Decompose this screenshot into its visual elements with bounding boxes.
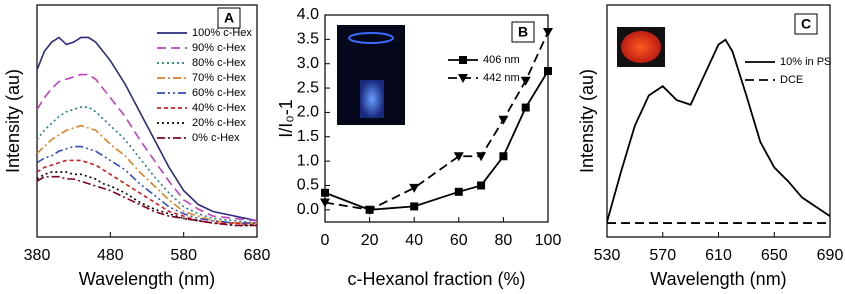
- x-tick-label: 40: [405, 232, 423, 249]
- marker: [454, 152, 464, 161]
- legend: 406 nm 442 nm: [448, 54, 520, 84]
- x-axis-title: Wavelength (nm): [650, 269, 786, 289]
- x-tick-label: 100: [535, 232, 562, 249]
- y-tick-label: 0.0: [297, 201, 319, 218]
- x-tick-label: 570: [649, 247, 676, 264]
- legend: 100% c-Hex 90% c-Hex 80% c-Hex 70% c-Hex 60%…: [157, 27, 252, 144]
- legend-label: 406 nm: [483, 54, 520, 66]
- page: 380 480 580 680 Wavelength (nm) Intensity (au…: [0, 0, 845, 294]
- panel: 380 480 580 680 Wavelength (nm) Intensity (au…: [3, 5, 271, 289]
- legend-label: 442 nm: [483, 72, 520, 84]
- y-tick-label: 1.5: [297, 128, 319, 145]
- marker: [410, 202, 418, 210]
- panel: 0 20 40 60 80 100 0.0 0.5 1.0 1.5 2.0 2.5 3.0 3.5 4.0 c…: [276, 6, 562, 289]
- y-tick-label: 3.5: [297, 31, 319, 48]
- y-tick-label: 2.0: [297, 104, 319, 121]
- legend: 10% in PS DCE: [745, 56, 831, 86]
- marker: [522, 104, 530, 112]
- marker: [321, 189, 329, 197]
- panel: 530 570 610 650 690 Wavelength (nm) Intensity …: [577, 5, 844, 289]
- marker: [477, 181, 485, 189]
- x-tick-label: 690: [817, 247, 844, 264]
- x-tick-label: 60: [450, 232, 468, 249]
- y-tick-label: 2.5: [297, 79, 319, 96]
- figure: 380 480 580 680 Wavelength (nm) Intensity (au…: [0, 0, 845, 294]
- marker: [499, 152, 507, 160]
- x-axis-title: c-Hexanol fraction (%): [347, 269, 525, 289]
- legend-label: 10% in PS: [780, 56, 831, 68]
- y-tick-label: 1.0: [297, 152, 319, 169]
- series-line: [37, 160, 257, 225]
- x-tick-label: 380: [24, 247, 51, 264]
- inset-photo-vial: [337, 25, 405, 125]
- marker: [455, 188, 463, 196]
- marker: [543, 28, 553, 37]
- marker: [498, 116, 508, 125]
- panel-label: C: [801, 16, 811, 32]
- legend-label: 100% c-Hex: [192, 27, 252, 39]
- legend-label: 90% c-Hex: [192, 42, 246, 54]
- marker: [409, 184, 419, 193]
- x-tick-label: 680: [244, 247, 271, 264]
- panel-label: A: [224, 10, 234, 26]
- y-tick-label: 0.5: [297, 177, 319, 194]
- x-tick-label: 80: [495, 232, 513, 249]
- series-line: [37, 177, 257, 226]
- legend-label: 80% c-Hex: [192, 57, 246, 69]
- x-tick-label: 0: [321, 232, 330, 249]
- legend-label: 0% c-Hex: [192, 132, 240, 144]
- x-tick-label: 650: [761, 247, 788, 264]
- inset-photo-film: [617, 27, 665, 67]
- marker: [544, 67, 552, 75]
- x-tick-label: 530: [594, 247, 621, 264]
- y-tick-label: 4.0: [297, 6, 319, 23]
- y-axis-title: Intensity (au): [577, 69, 597, 173]
- panel-label: B: [518, 24, 528, 40]
- y-axis-title: I/I₀-1: [276, 99, 296, 137]
- x-tick-label: 580: [170, 247, 197, 264]
- legend-label: 60% c-Hex: [192, 87, 246, 99]
- y-axis-title: Intensity (au): [3, 69, 23, 173]
- marker: [459, 56, 467, 64]
- series-line: [37, 147, 257, 224]
- legend-label: 20% c-Hex: [192, 117, 246, 129]
- x-axis-title: Wavelength (nm): [79, 269, 215, 289]
- marker: [521, 77, 531, 86]
- x-tick-label: 20: [361, 232, 379, 249]
- legend-label: DCE: [780, 74, 803, 86]
- y-tick-label: 3.0: [297, 55, 319, 72]
- legend-label: 70% c-Hex: [192, 72, 246, 84]
- x-tick-label: 610: [705, 247, 732, 264]
- legend-label: 40% c-Hex: [192, 102, 246, 114]
- x-tick-label: 480: [97, 247, 124, 264]
